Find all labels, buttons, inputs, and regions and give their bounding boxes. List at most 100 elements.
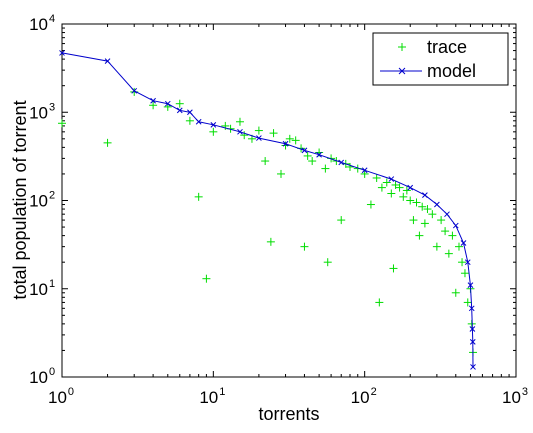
- model-point: [150, 97, 156, 104]
- trace-point: [202, 274, 211, 283]
- trace-point: [337, 216, 346, 225]
- tick-label-base: 10: [29, 103, 48, 122]
- trace-point: [209, 127, 218, 136]
- tick-label-base: 10: [29, 368, 48, 387]
- trace-point: [395, 183, 404, 192]
- tick-label-exponent: 1: [219, 386, 225, 398]
- tick-label-exponent: 2: [371, 386, 377, 398]
- x-tick-label: 10 1: [199, 386, 225, 407]
- model-point: [470, 364, 476, 370]
- tick-label-base: 10: [502, 388, 521, 407]
- series-layer: [58, 50, 478, 370]
- model-point: [176, 107, 183, 114]
- x-tick-label: 10 3: [502, 386, 528, 407]
- trace-point: [451, 288, 460, 297]
- trace-point: [444, 249, 453, 258]
- trace-point: [261, 157, 270, 166]
- trace-point: [175, 99, 184, 108]
- model-point: [210, 121, 217, 128]
- model-point: [338, 159, 345, 166]
- model-point: [452, 222, 459, 229]
- trace-point: [412, 198, 421, 207]
- model-point: [467, 282, 474, 288]
- trace-point: [266, 237, 275, 246]
- trace-point: [366, 200, 375, 209]
- trace-point: [402, 186, 411, 195]
- tick-label-base: 10: [29, 15, 48, 34]
- model-point: [434, 201, 440, 208]
- model-point: [237, 128, 243, 135]
- model-point: [388, 176, 395, 182]
- tick-label-base: 10: [48, 388, 67, 407]
- tick-label-exponent: 3: [522, 386, 528, 398]
- model-point: [469, 339, 476, 345]
- trace-point: [360, 169, 369, 178]
- trace-point: [346, 162, 355, 171]
- trace-point: [185, 116, 194, 125]
- model-point: [256, 135, 262, 141]
- trace-point: [240, 131, 249, 140]
- trace-point: [303, 151, 312, 160]
- legend-marker-trace: [398, 43, 406, 51]
- tick-label-base: 10: [29, 192, 48, 211]
- trace-point: [428, 210, 437, 219]
- trace-point: [399, 192, 408, 201]
- tick-label-exponent: 4: [49, 13, 55, 25]
- trace-point: [149, 101, 158, 110]
- model-point: [104, 58, 111, 64]
- trace-point: [323, 258, 332, 267]
- trace-point: [254, 126, 263, 135]
- model-point: [469, 326, 476, 332]
- trace-point: [194, 192, 203, 201]
- trace-point: [235, 117, 244, 126]
- tick-label-base: 10: [29, 280, 48, 299]
- model-point: [464, 259, 471, 266]
- model-point: [282, 140, 289, 147]
- series-trace: [58, 87, 478, 357]
- trace-point: [463, 298, 472, 307]
- x-tick-label: 10 0: [48, 386, 74, 407]
- model-point: [301, 147, 308, 154]
- model-point: [187, 109, 193, 116]
- tick-label-exponent: 1: [49, 278, 55, 290]
- tick-label-exponent: 0: [49, 366, 55, 378]
- model-point: [316, 151, 322, 158]
- trace-point: [277, 169, 286, 178]
- trace-point: [420, 219, 429, 228]
- trace-point: [437, 216, 446, 225]
- model-point: [444, 211, 450, 218]
- x-axis-label: torrents: [258, 404, 319, 424]
- y-tick-label: 10 0: [29, 366, 55, 387]
- model-point: [407, 184, 414, 191]
- model-point: [460, 240, 467, 246]
- model-point: [164, 100, 171, 107]
- y-tick-label: 10 1: [29, 278, 55, 299]
- trace-point: [285, 134, 294, 143]
- trace-point: [418, 202, 427, 211]
- model-point: [361, 167, 368, 174]
- legend-marks: [380, 43, 422, 75]
- trace-point: [308, 157, 317, 166]
- model-point: [468, 305, 475, 312]
- x-tick-label: 10 2: [351, 386, 377, 407]
- legend-label-model: model: [427, 61, 476, 81]
- tick-label-base: 10: [199, 388, 218, 407]
- trace-point: [454, 242, 463, 251]
- tick-label-base: 10: [351, 388, 370, 407]
- trace-point: [372, 173, 381, 182]
- trace-point: [58, 119, 66, 128]
- trace-point: [382, 178, 391, 187]
- trace-point: [103, 138, 112, 147]
- series-model: [59, 50, 476, 370]
- trace-point: [291, 136, 300, 145]
- legend-marker-model: [380, 67, 422, 75]
- trace-point: [448, 231, 457, 240]
- y-axis-label: total population of torrent: [10, 100, 30, 299]
- trace-point: [423, 205, 432, 214]
- trace-point: [375, 298, 384, 307]
- trace-point: [406, 196, 415, 205]
- trace-point: [409, 216, 418, 225]
- legend-label-trace: trace: [427, 37, 467, 57]
- tick-label-exponent: 2: [49, 190, 55, 202]
